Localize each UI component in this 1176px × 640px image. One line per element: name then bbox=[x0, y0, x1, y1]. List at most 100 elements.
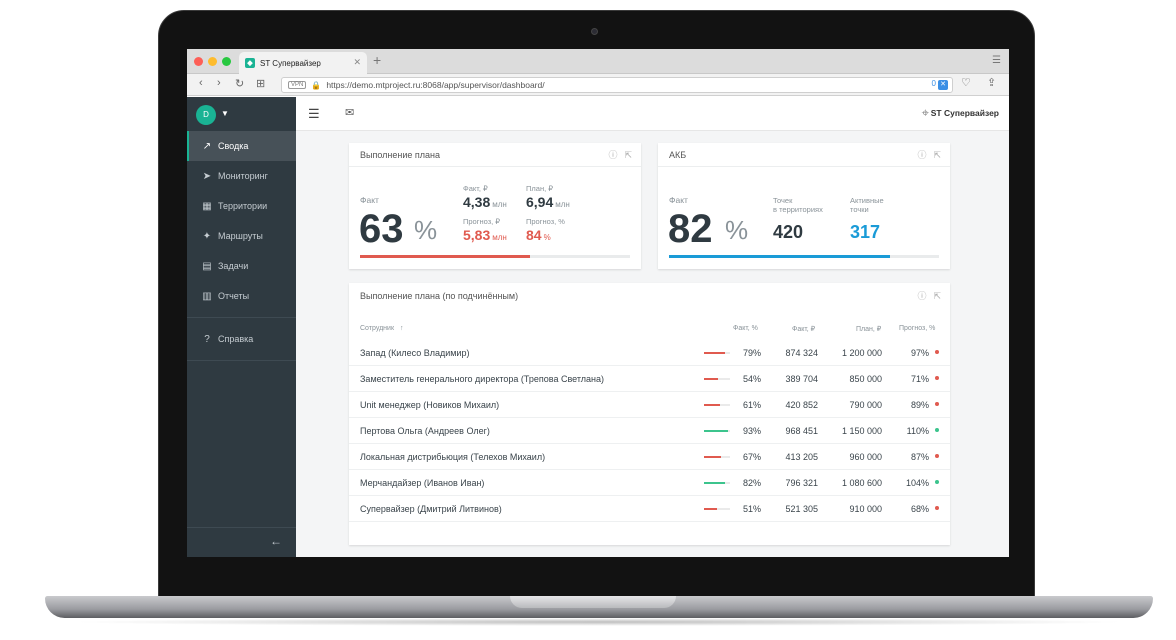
plan-progress-fill bbox=[360, 255, 531, 258]
fact-label: Факт bbox=[669, 195, 688, 205]
avatar-row[interactable]: D ▼ bbox=[187, 97, 296, 131]
employee-name[interactable]: Локальная дистрибьюция (Телехов Михаил) bbox=[360, 452, 546, 462]
bar-chart-icon: ▥ bbox=[202, 290, 212, 302]
url-input[interactable]: VPN 🔒 https://demo.mtproject.ru:8068/app… bbox=[281, 77, 953, 93]
close-tab-icon[interactable]: ✕ bbox=[353, 57, 361, 67]
avatar[interactable]: D bbox=[196, 105, 216, 125]
close-window-button[interactable] bbox=[194, 57, 203, 66]
sidebar-item-summary[interactable]: ↗ Сводка bbox=[187, 131, 296, 161]
external-link-icon[interactable]: ⇱ bbox=[624, 150, 632, 160]
table-row[interactable]: Супервайзер (Дмитрий Литвинов) 51% 521 305… bbox=[349, 496, 950, 522]
help-icon[interactable]: ⓘ bbox=[917, 291, 927, 301]
back-icon[interactable]: ‹ bbox=[199, 77, 203, 89]
row-progress-bar bbox=[704, 508, 730, 510]
share-icon[interactable]: ⇪ bbox=[987, 77, 997, 89]
table-row[interactable]: Локальная дистрибьюция (Телехов Михаил) 6… bbox=[349, 444, 950, 470]
fact-pct-cell: 79% bbox=[742, 348, 761, 358]
plan-card-title: Выполнение плана bbox=[360, 150, 440, 160]
fact-pct-sign: % bbox=[414, 215, 438, 245]
plan-rub-cell: 910 000 bbox=[849, 504, 882, 514]
vpn-badge[interactable]: VPN bbox=[288, 81, 307, 89]
forward-icon[interactable]: › bbox=[217, 77, 221, 89]
fact-pct-cell: 51% bbox=[742, 504, 761, 514]
sidebar-item-routes[interactable]: ✦ Маршруты bbox=[187, 221, 296, 251]
fact-value: 63 bbox=[359, 207, 404, 251]
forecast-pct-value: 84% bbox=[526, 227, 551, 243]
crosshair-icon[interactable]: ⌖ bbox=[921, 105, 929, 120]
row-progress-fill bbox=[704, 456, 722, 458]
external-link-icon[interactable]: ⇱ bbox=[933, 291, 941, 301]
forecast-pct-label: Прогноз, % bbox=[526, 217, 565, 226]
table-row[interactable]: Запад (Килесо Владимир) 79% 874 324 1 200 0… bbox=[349, 340, 950, 366]
plan-card: Выполнение плана ⓘ ⇱ Факт 63 % Факт, ₽ 4,… bbox=[349, 143, 641, 269]
akb-card: АКБ ⓘ ⇱ Факт 82 % Точек в территориях 420 … bbox=[658, 143, 950, 269]
sidebar-item-monitoring[interactable]: ➤ Мониторинг bbox=[187, 161, 296, 191]
extension-icon[interactable]: ✕ bbox=[938, 80, 948, 90]
row-progress-fill bbox=[704, 430, 729, 432]
col-forecast-pct[interactable]: Прогноз, % bbox=[899, 325, 936, 332]
help-icon[interactable]: ⓘ bbox=[917, 150, 927, 160]
forecast-pct-cell: 71% bbox=[910, 374, 929, 384]
akb-card-title: АКБ bbox=[669, 150, 687, 160]
reload-icon[interactable]: ↻ bbox=[235, 78, 245, 90]
employee-name[interactable]: Unit менеджер (Новиков Михаил) bbox=[360, 400, 500, 410]
status-dot bbox=[935, 428, 939, 432]
sidebar-item-reports[interactable]: ▥ Отчеты bbox=[187, 281, 296, 311]
employee-name[interactable]: Пертова Ольга (Андреев Олег) bbox=[360, 426, 490, 436]
heart-icon[interactable]: ♡ bbox=[961, 77, 971, 89]
grid-icon[interactable]: ⊞ bbox=[256, 78, 266, 90]
forecast-pct-cell: 110% bbox=[906, 426, 929, 436]
col-fact-pct[interactable]: Факт, % bbox=[733, 325, 758, 332]
sidebar-item-label: Маршруты bbox=[218, 231, 263, 241]
col-fact-rub[interactable]: Факт, ₽ bbox=[792, 326, 816, 333]
employee-name[interactable]: Мерчандайзер (Иванов Иван) bbox=[360, 478, 485, 488]
laptop-notch bbox=[510, 596, 676, 608]
user-name[interactable]: ST Супервайзер bbox=[930, 108, 999, 118]
collapse-sidebar-button[interactable]: ← bbox=[187, 527, 296, 557]
sidebar-item-territories[interactable]: ▦ Территории bbox=[187, 191, 296, 221]
sidebar-item-help[interactable]: ? Справка bbox=[187, 324, 296, 354]
table-row[interactable]: Пертова Ольга (Андреев Олег) 93% 968 451 1 … bbox=[349, 418, 950, 444]
employee-name[interactable]: Заместитель генерального директора (Треп… bbox=[360, 374, 605, 384]
url-text[interactable]: https://demo.mtproject.ru:8068/app/super… bbox=[326, 80, 545, 90]
points-value: 420 bbox=[773, 222, 804, 242]
mail-icon[interactable]: ✉ bbox=[345, 107, 355, 119]
points-label: Точек в территориях bbox=[773, 196, 823, 214]
minimize-window-button[interactable] bbox=[208, 57, 217, 66]
table-row[interactable]: Заместитель генерального директора (Треп… bbox=[349, 366, 950, 392]
help-icon[interactable]: ⓘ bbox=[608, 150, 618, 160]
status-dot bbox=[935, 402, 939, 406]
caret-down-icon[interactable]: ▼ bbox=[221, 109, 229, 118]
col-plan-rub[interactable]: План, ₽ bbox=[856, 326, 882, 333]
table-row[interactable]: Unit менеджер (Новиков Михаил) 61% 420 852… bbox=[349, 392, 950, 418]
fact-pct-cell: 67% bbox=[742, 452, 761, 462]
plan-rub-cell: 850 000 bbox=[849, 374, 882, 384]
extension-count: 0 bbox=[931, 79, 936, 88]
table-card-title: Выполнение плана (по подчинённым) bbox=[360, 291, 519, 301]
row-progress-fill bbox=[704, 404, 720, 406]
fact-value: 82 bbox=[668, 207, 713, 251]
screen: ◆ ST Супервайзер ✕ + ☰ ‹ › ↻ ⊞ VPN 🔒 htt… bbox=[187, 49, 1009, 557]
table-row[interactable]: Мерчандайзер (Иванов Иван) 82% 796 321 1 08… bbox=[349, 470, 950, 496]
fact-label: Факт bbox=[360, 195, 379, 205]
card-title: Выполнение плана (по подчинённым) ⓘ ⇱ bbox=[349, 283, 950, 309]
menu-icon[interactable]: ☰ bbox=[308, 106, 320, 121]
tab-menu-icon[interactable]: ☰ bbox=[992, 55, 1001, 66]
status-dot bbox=[935, 376, 939, 380]
employee-name[interactable]: Запад (Килесо Владимир) bbox=[360, 348, 470, 358]
map-icon: ▦ bbox=[202, 200, 212, 212]
app: D ▼ ↗ Сводка ➤ Мониторинг ▦ Территории ✦ bbox=[187, 97, 1009, 557]
new-tab-button[interactable]: + bbox=[373, 52, 382, 68]
sidebar-item-label: Задачи bbox=[218, 261, 249, 271]
sidebar-item-tasks[interactable]: ▤ Задачи bbox=[187, 251, 296, 281]
status-dot bbox=[935, 350, 939, 354]
external-link-icon[interactable]: ⇱ bbox=[933, 150, 941, 160]
row-progress-fill bbox=[704, 352, 725, 354]
col-employee[interactable]: Сотрудник ↑ bbox=[360, 325, 404, 332]
browser-tab[interactable]: ◆ ST Супервайзер ✕ bbox=[239, 52, 367, 74]
employee-name[interactable]: Супервайзер (Дмитрий Литвинов) bbox=[360, 504, 502, 514]
maximize-window-button[interactable] bbox=[222, 57, 231, 66]
subordinates-table-card: Выполнение плана (по подчинённым) ⓘ ⇱ Сот… bbox=[349, 283, 950, 545]
arrow-left-icon: ← bbox=[270, 534, 282, 548]
walk-icon: ✦ bbox=[202, 230, 212, 242]
